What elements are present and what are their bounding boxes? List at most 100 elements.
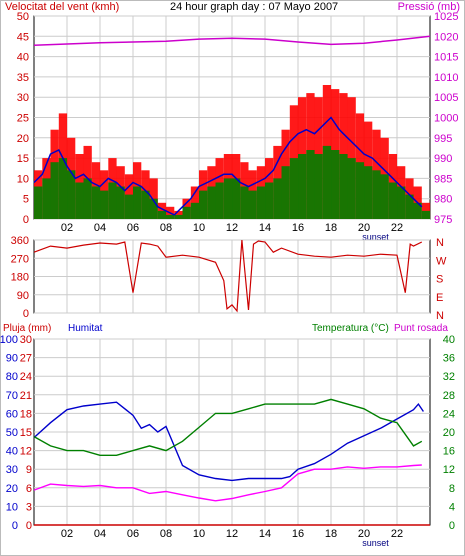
humidity-x-tick-label: 06 [127, 528, 139, 540]
humidity-x-tick-label: 12 [226, 528, 238, 540]
weather-line-2 [33, 464, 422, 502]
rain-y-tick-label: 21 [20, 390, 32, 402]
wind-bar-1 [314, 154, 323, 219]
wind-bar-1 [149, 198, 158, 219]
wind-bar-1 [58, 158, 68, 219]
compass-label: N [436, 237, 444, 249]
series-line-2 [33, 116, 423, 216]
wind-sunset-label: sunset [362, 232, 389, 242]
humidity-x-tick-label: 02 [61, 528, 73, 540]
wind-bar-1 [273, 178, 282, 219]
humidity-x-tick-label: 04 [94, 528, 106, 540]
rain-y-tick-label: 9 [26, 464, 32, 476]
humidity-sunset-label: sunset [362, 538, 389, 548]
wind-bar-1 [240, 186, 249, 219]
wind-bar-1 [339, 154, 348, 219]
wind-speed-label: Velocitat del vent (kmh) [5, 1, 119, 13]
direction-y-tick-label: 0 [23, 308, 29, 320]
wind-bar-1 [265, 182, 274, 219]
wind-bar-1 [83, 178, 92, 219]
compass-label: S [436, 274, 443, 286]
temperature-y-tick-label: 8 [449, 483, 455, 495]
wind-y-tick-label: 25 [17, 113, 29, 125]
wind-y-tick-label: 10 [17, 173, 29, 185]
wind-bar-1 [355, 162, 365, 219]
temperature-y-tick-label: 40 [443, 334, 455, 346]
pressure-y-tick-label: 995 [434, 133, 452, 145]
temperature-y-tick-label: 24 [443, 408, 455, 420]
direction-y-tick-label: 180 [11, 272, 29, 284]
wind-bar-1 [388, 182, 398, 219]
wind-bar-1 [91, 186, 101, 219]
wind-bar-1 [133, 186, 142, 219]
wind-bar-1 [347, 158, 356, 219]
wind-y-tick-label: 15 [17, 153, 29, 165]
humidity-y-tick-label: 50 [6, 427, 18, 439]
wind-bar-1 [50, 162, 59, 219]
dewpoint-label: Punt rosada [394, 323, 448, 334]
direction-line-0 [33, 239, 423, 313]
wind-bar-1 [380, 174, 389, 219]
wind-x-tick-label: 18 [325, 222, 337, 234]
pressure-y-tick-label: 1010 [434, 72, 458, 84]
humidity-y-tick-label: 80 [6, 371, 18, 383]
temperature-y-tick-label: 20 [443, 427, 455, 439]
compass-label: E [436, 292, 443, 304]
wind-y-tick-label: 20 [17, 133, 29, 145]
wind-x-tick-label: 06 [127, 222, 139, 234]
rain-y-tick-label: 12 [20, 446, 32, 458]
wind-bar-1 [215, 182, 224, 219]
series-line-3 [33, 35, 431, 46]
rain-y-tick-label: 0 [26, 520, 32, 532]
humidity-x-tick-label: 14 [259, 528, 271, 540]
humidity-y-tick-label: 60 [6, 408, 18, 420]
wind-bar-1 [364, 166, 373, 219]
wind-bar-1 [421, 210, 431, 219]
temperature-y-tick-label: 12 [443, 464, 455, 476]
pressure-y-tick-label: 975 [434, 214, 452, 226]
wind-x-tick-label: 12 [226, 222, 238, 234]
wind-bar-1 [413, 202, 422, 219]
pressure-y-tick-label: 1015 [434, 52, 458, 64]
wind-bar-1 [397, 186, 406, 219]
humidity-temperature-panel: 0102030405060708090100036912151821242730… [0, 334, 455, 548]
direction-y-tick-label: 270 [11, 253, 29, 265]
temperature-y-tick-label: 36 [443, 353, 455, 365]
wind-x-tick-label: 14 [259, 222, 271, 234]
wind-bar-1 [75, 182, 84, 219]
weather-line-1 [33, 398, 423, 456]
wind-bar-1 [100, 190, 109, 219]
humidity-y-tick-label: 90 [6, 353, 18, 365]
weather-line-0 [33, 401, 424, 482]
humidity-x-tick-label: 16 [292, 528, 304, 540]
humidity-y-tick-label: 20 [6, 483, 18, 495]
humidity-x-tick-label: 22 [391, 528, 403, 540]
wind-bar-1 [248, 190, 257, 219]
rain-y-tick-label: 3 [26, 501, 32, 513]
humidity-label: Humitat [68, 323, 103, 334]
wind-bar-1 [289, 158, 299, 219]
temperature-y-tick-label: 32 [443, 371, 455, 383]
wind-bar-1 [306, 150, 315, 219]
direction-y-tick-label: 90 [17, 290, 29, 302]
rain-y-tick-label: 18 [20, 408, 32, 420]
wind-bar-1 [116, 186, 125, 219]
wind-x-tick-label: 08 [160, 222, 172, 234]
wind-bar-1 [174, 214, 183, 219]
compass-label: N [436, 310, 444, 322]
rain-y-tick-label: 30 [20, 334, 32, 346]
rain-label: Pluja (mm) [3, 323, 51, 334]
wind-x-tick-label: 02 [61, 222, 73, 234]
wind-bar-1 [124, 194, 134, 219]
wind-bar-1 [256, 186, 266, 219]
wind-bar-1 [42, 178, 51, 219]
wind-y-tick-label: 50 [17, 11, 29, 23]
wind-bar-1 [207, 186, 216, 219]
wind-bar-1 [182, 206, 191, 219]
wind-y-tick-label: 35 [17, 72, 29, 84]
temperature-y-tick-label: 4 [449, 501, 455, 513]
wind-bar-1 [372, 170, 381, 219]
wind-x-tick-label: 10 [193, 222, 205, 234]
